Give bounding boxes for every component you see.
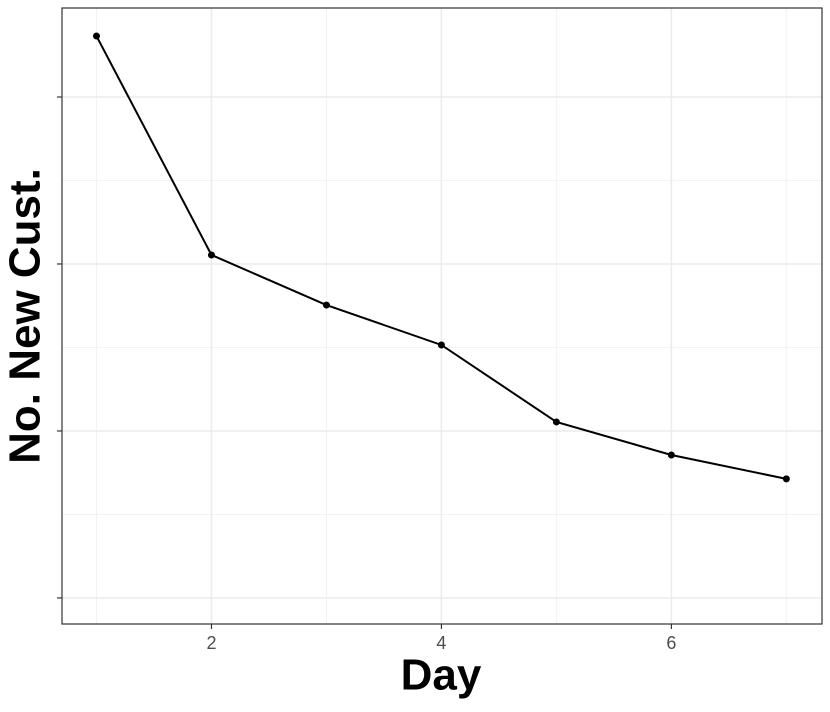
point [667, 451, 675, 459]
point [207, 251, 215, 259]
point [92, 32, 100, 40]
plot-border [61, 7, 823, 625]
x-tick-label: 4 [436, 633, 446, 653]
point [437, 341, 445, 349]
y-axis-title: No. New Cust. [1, 168, 50, 464]
x-tick-label: 6 [666, 633, 676, 653]
x-tick-label: 2 [206, 633, 216, 653]
x-axis-title: Day [401, 651, 482, 700]
point [782, 475, 790, 483]
point [322, 301, 330, 309]
point [552, 418, 560, 426]
